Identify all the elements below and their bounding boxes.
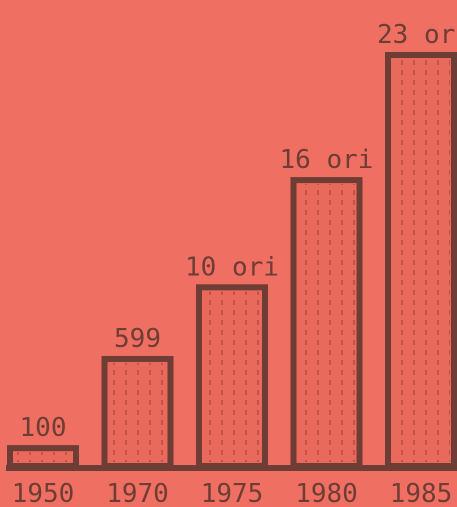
data-label-1980: 16 ori xyxy=(280,145,374,175)
x-tick-label-1975: 1975 xyxy=(201,479,264,507)
x-tick-label-1980: 1980 xyxy=(295,479,358,507)
x-tick-label-1970: 1970 xyxy=(106,479,169,507)
bar-hatch-1985 xyxy=(392,59,450,462)
x-tick-labels-layer: 1950 1970 1975 1980 1985 xyxy=(12,479,453,507)
data-labels-layer: 100 599 10 ori 16 ori 23 ori xyxy=(20,20,457,443)
x-tick-label-1985: 1985 xyxy=(390,479,453,507)
data-label-1975: 10 ori xyxy=(185,252,279,282)
data-label-1985: 23 ori xyxy=(377,20,457,50)
bar-hatch-1980 xyxy=(297,184,356,462)
bar-hatch-1975 xyxy=(203,291,261,462)
data-label-1950: 100 xyxy=(20,413,67,443)
bar-hatch-1950 xyxy=(14,452,72,462)
x-tick-label-1950: 1950 xyxy=(12,479,75,507)
data-label-1970: 599 xyxy=(114,324,161,354)
bars-layer xyxy=(7,52,457,470)
bar-hatch-1970 xyxy=(108,362,167,462)
